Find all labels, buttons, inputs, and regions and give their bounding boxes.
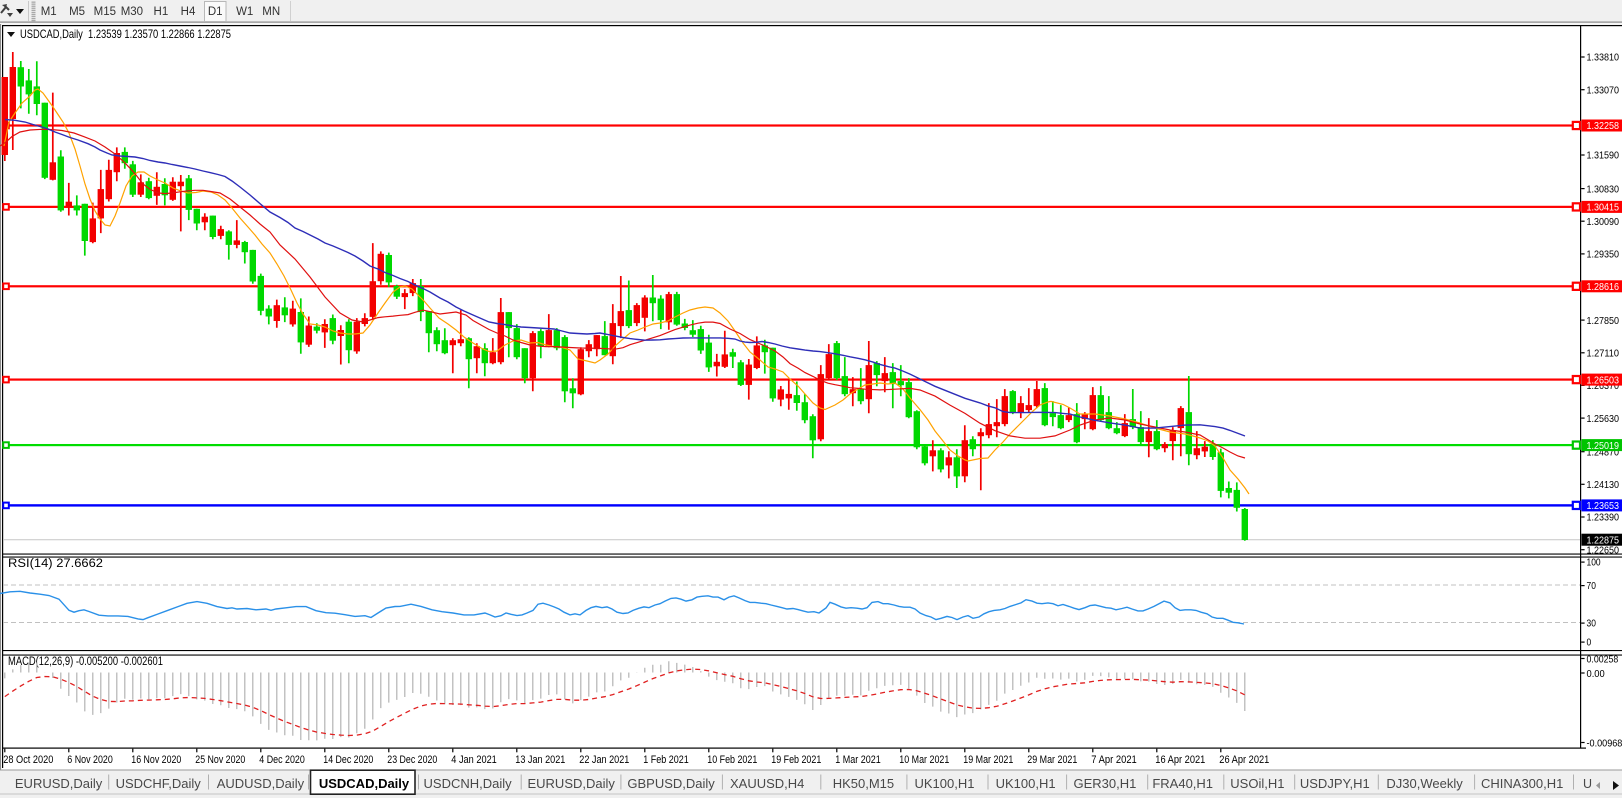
svg-text:DJ30,Weekly: DJ30,Weekly [1386,776,1463,791]
svg-text:1.28616: 1.28616 [1587,282,1620,293]
svg-text:1 Feb 2021: 1 Feb 2021 [643,754,689,766]
svg-text:19 Feb 2021: 19 Feb 2021 [771,754,821,766]
svg-text:1 Mar 2021: 1 Mar 2021 [835,754,881,766]
svg-text:29 Mar 2021: 29 Mar 2021 [1027,754,1077,766]
svg-text:14 Dec 2020: 14 Dec 2020 [323,754,373,766]
svg-text:GER30,H1: GER30,H1 [1073,776,1136,791]
svg-text:1.23390: 1.23390 [1587,513,1620,524]
svg-text:MACD(12,26,9) -0.005200 -0.002: MACD(12,26,9) -0.005200 -0.002601 [8,656,163,668]
svg-text:28 Oct 2020: 28 Oct 2020 [3,754,53,766]
svg-text:1.26370: 1.26370 [1587,381,1620,392]
svg-text:1.29350: 1.29350 [1587,250,1620,261]
svg-text:70: 70 [1587,581,1597,592]
svg-text:30: 30 [1587,618,1597,629]
svg-text:FRA40,H1: FRA40,H1 [1152,776,1213,791]
svg-text:H1: H1 [154,6,169,18]
svg-text:1.22650: 1.22650 [1587,545,1620,556]
svg-text:EURUSD,Daily: EURUSD,Daily [15,776,103,791]
svg-text:M5: M5 [69,6,85,18]
svg-text:1.24130: 1.24130 [1587,480,1620,491]
svg-text:USDCHF,Daily: USDCHF,Daily [116,776,202,791]
svg-text:13 Jan 2021: 13 Jan 2021 [515,754,565,766]
svg-text:1.25019: 1.25019 [1587,441,1620,452]
svg-text:HK50,M15: HK50,M15 [833,776,894,791]
svg-text:0.00258: 0.00258 [1587,655,1619,666]
svg-text:D1: D1 [208,6,223,18]
svg-text:16 Nov 2020: 16 Nov 2020 [131,754,181,766]
svg-text:1.33070: 1.33070 [1587,85,1620,96]
svg-text:1.31590: 1.31590 [1587,151,1620,162]
svg-text:1.33810: 1.33810 [1587,53,1620,64]
svg-text:26 Apr 2021: 26 Apr 2021 [1219,754,1269,766]
svg-text:22 Jan 2021: 22 Jan 2021 [579,754,629,766]
svg-text:M1: M1 [41,6,57,18]
svg-text:1.23653: 1.23653 [1587,501,1620,512]
svg-text:RSI(14) 27.6662: RSI(14) 27.6662 [8,558,103,570]
svg-text:6 Nov 2020: 6 Nov 2020 [67,754,113,766]
svg-text:XAUUSD,H4: XAUUSD,H4 [730,776,804,791]
svg-text:25 Nov 2020: 25 Nov 2020 [195,754,245,766]
svg-text:UK100,H1: UK100,H1 [996,776,1056,791]
svg-text:EURUSD,Daily: EURUSD,Daily [527,776,615,791]
svg-text:GBPUSD,Daily: GBPUSD,Daily [627,776,715,791]
svg-text:1.30090: 1.30090 [1587,217,1620,228]
svg-text:7 Apr 2021: 7 Apr 2021 [1091,754,1137,766]
svg-text:1.24870: 1.24870 [1587,447,1620,458]
svg-text:W1: W1 [236,6,253,18]
svg-text:1.32258: 1.32258 [1587,121,1620,132]
svg-text:1.25630: 1.25630 [1587,414,1620,425]
svg-text:1.22875: 1.22875 [1587,535,1620,546]
svg-text:1.30830: 1.30830 [1587,184,1620,195]
svg-text:AUDUSD,Daily: AUDUSD,Daily [217,776,305,791]
svg-text:19 Mar 2021: 19 Mar 2021 [963,754,1013,766]
svg-text:H4: H4 [181,6,196,18]
svg-text:10 Mar 2021: 10 Mar 2021 [899,754,949,766]
svg-text:USOil,H1: USOil,H1 [1230,776,1284,791]
svg-text:USDJPY,H1: USDJPY,H1 [1300,776,1370,791]
svg-text:0.00: 0.00 [1587,669,1605,680]
svg-text:1.27850: 1.27850 [1587,316,1620,327]
svg-text:16 Apr 2021: 16 Apr 2021 [1155,754,1205,766]
svg-text:100: 100 [1587,558,1601,569]
svg-text:USDCAD,Daily: USDCAD,Daily [319,776,410,791]
svg-text:0: 0 [1587,638,1592,649]
svg-text:USDCAD,Daily 1.23539 1.23570: USDCAD,Daily 1.23539 1.23570 1.22866 1.2… [20,27,231,41]
svg-text:M30: M30 [121,6,143,18]
svg-text:23 Dec 2020: 23 Dec 2020 [387,754,437,766]
svg-text:CHINA300,H1: CHINA300,H1 [1481,776,1563,791]
svg-text:-0.009687: -0.009687 [1587,739,1622,750]
svg-text:M15: M15 [94,6,116,18]
svg-text:10 Feb 2021: 10 Feb 2021 [707,754,757,766]
svg-text:MN: MN [262,6,280,18]
svg-text:1.30415: 1.30415 [1587,203,1620,214]
svg-text:1.26503: 1.26503 [1587,375,1620,386]
svg-text:4 Dec 2020: 4 Dec 2020 [259,754,305,766]
svg-text:4 Jan 2021: 4 Jan 2021 [451,754,497,766]
svg-text:1.27110: 1.27110 [1587,349,1620,360]
svg-text:USDCNH,Daily: USDCNH,Daily [424,776,513,791]
svg-text:UK100,H1: UK100,H1 [915,776,975,791]
svg-text:U: U [1583,777,1592,791]
